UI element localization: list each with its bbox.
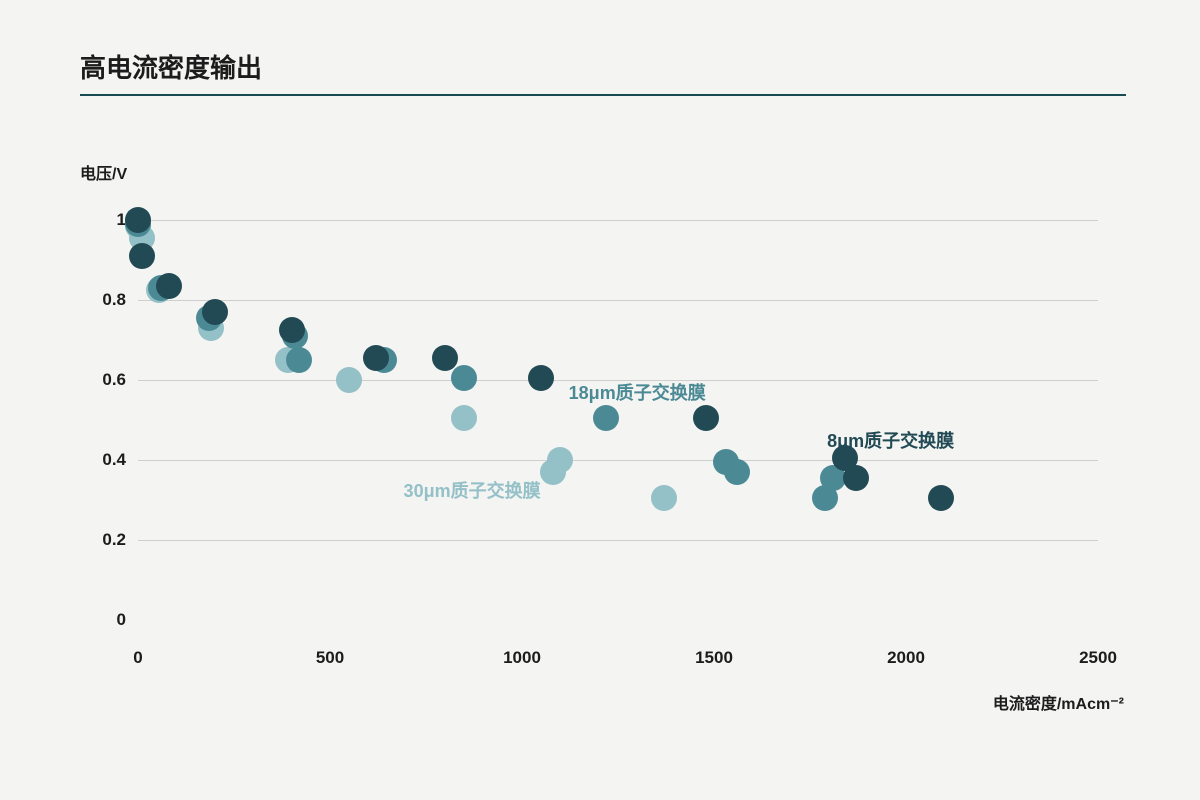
data-point xyxy=(451,405,477,431)
data-point xyxy=(928,485,954,511)
data-point xyxy=(451,365,477,391)
data-point xyxy=(540,459,566,485)
series-annotation: 8μm质子交换膜 xyxy=(827,427,954,453)
y-tick-label: 0.4 xyxy=(102,450,126,470)
data-point xyxy=(129,243,155,269)
y-tick-label: 0 xyxy=(117,610,126,630)
data-point xyxy=(651,485,677,511)
data-point xyxy=(202,299,228,325)
y-gridline xyxy=(138,300,1098,301)
data-point xyxy=(336,367,362,393)
data-point xyxy=(528,365,554,391)
data-point xyxy=(363,345,389,371)
data-point xyxy=(432,345,458,371)
data-point xyxy=(812,485,838,511)
y-gridline xyxy=(138,460,1098,461)
scatter-chart: 10.80.60.40.20电压/V05001000150020002500电流… xyxy=(0,0,1200,800)
x-tick-label: 0 xyxy=(108,648,168,668)
data-point xyxy=(593,405,619,431)
y-axis-label: 电压/V xyxy=(80,160,127,184)
x-tick-label: 1000 xyxy=(492,648,552,668)
data-point xyxy=(724,459,750,485)
data-point xyxy=(286,347,312,373)
data-point xyxy=(156,273,182,299)
x-tick-label: 500 xyxy=(300,648,360,668)
x-tick-label: 2500 xyxy=(1068,648,1128,668)
x-tick-label: 1500 xyxy=(684,648,744,668)
data-point xyxy=(693,405,719,431)
y-tick-label: 0.6 xyxy=(102,370,126,390)
series-annotation: 18μm质子交换膜 xyxy=(569,379,706,405)
x-tick-label: 2000 xyxy=(876,648,936,668)
y-tick-label: 0.8 xyxy=(102,290,126,310)
y-gridline xyxy=(138,540,1098,541)
data-point xyxy=(279,317,305,343)
y-gridline xyxy=(138,220,1098,221)
x-axis-label: 电流密度/mAcm⁻² xyxy=(993,690,1124,714)
y-tick-label: 0.2 xyxy=(102,530,126,550)
data-point xyxy=(125,207,151,233)
series-annotation: 30μm质子交换膜 xyxy=(404,477,541,503)
data-point xyxy=(843,465,869,491)
